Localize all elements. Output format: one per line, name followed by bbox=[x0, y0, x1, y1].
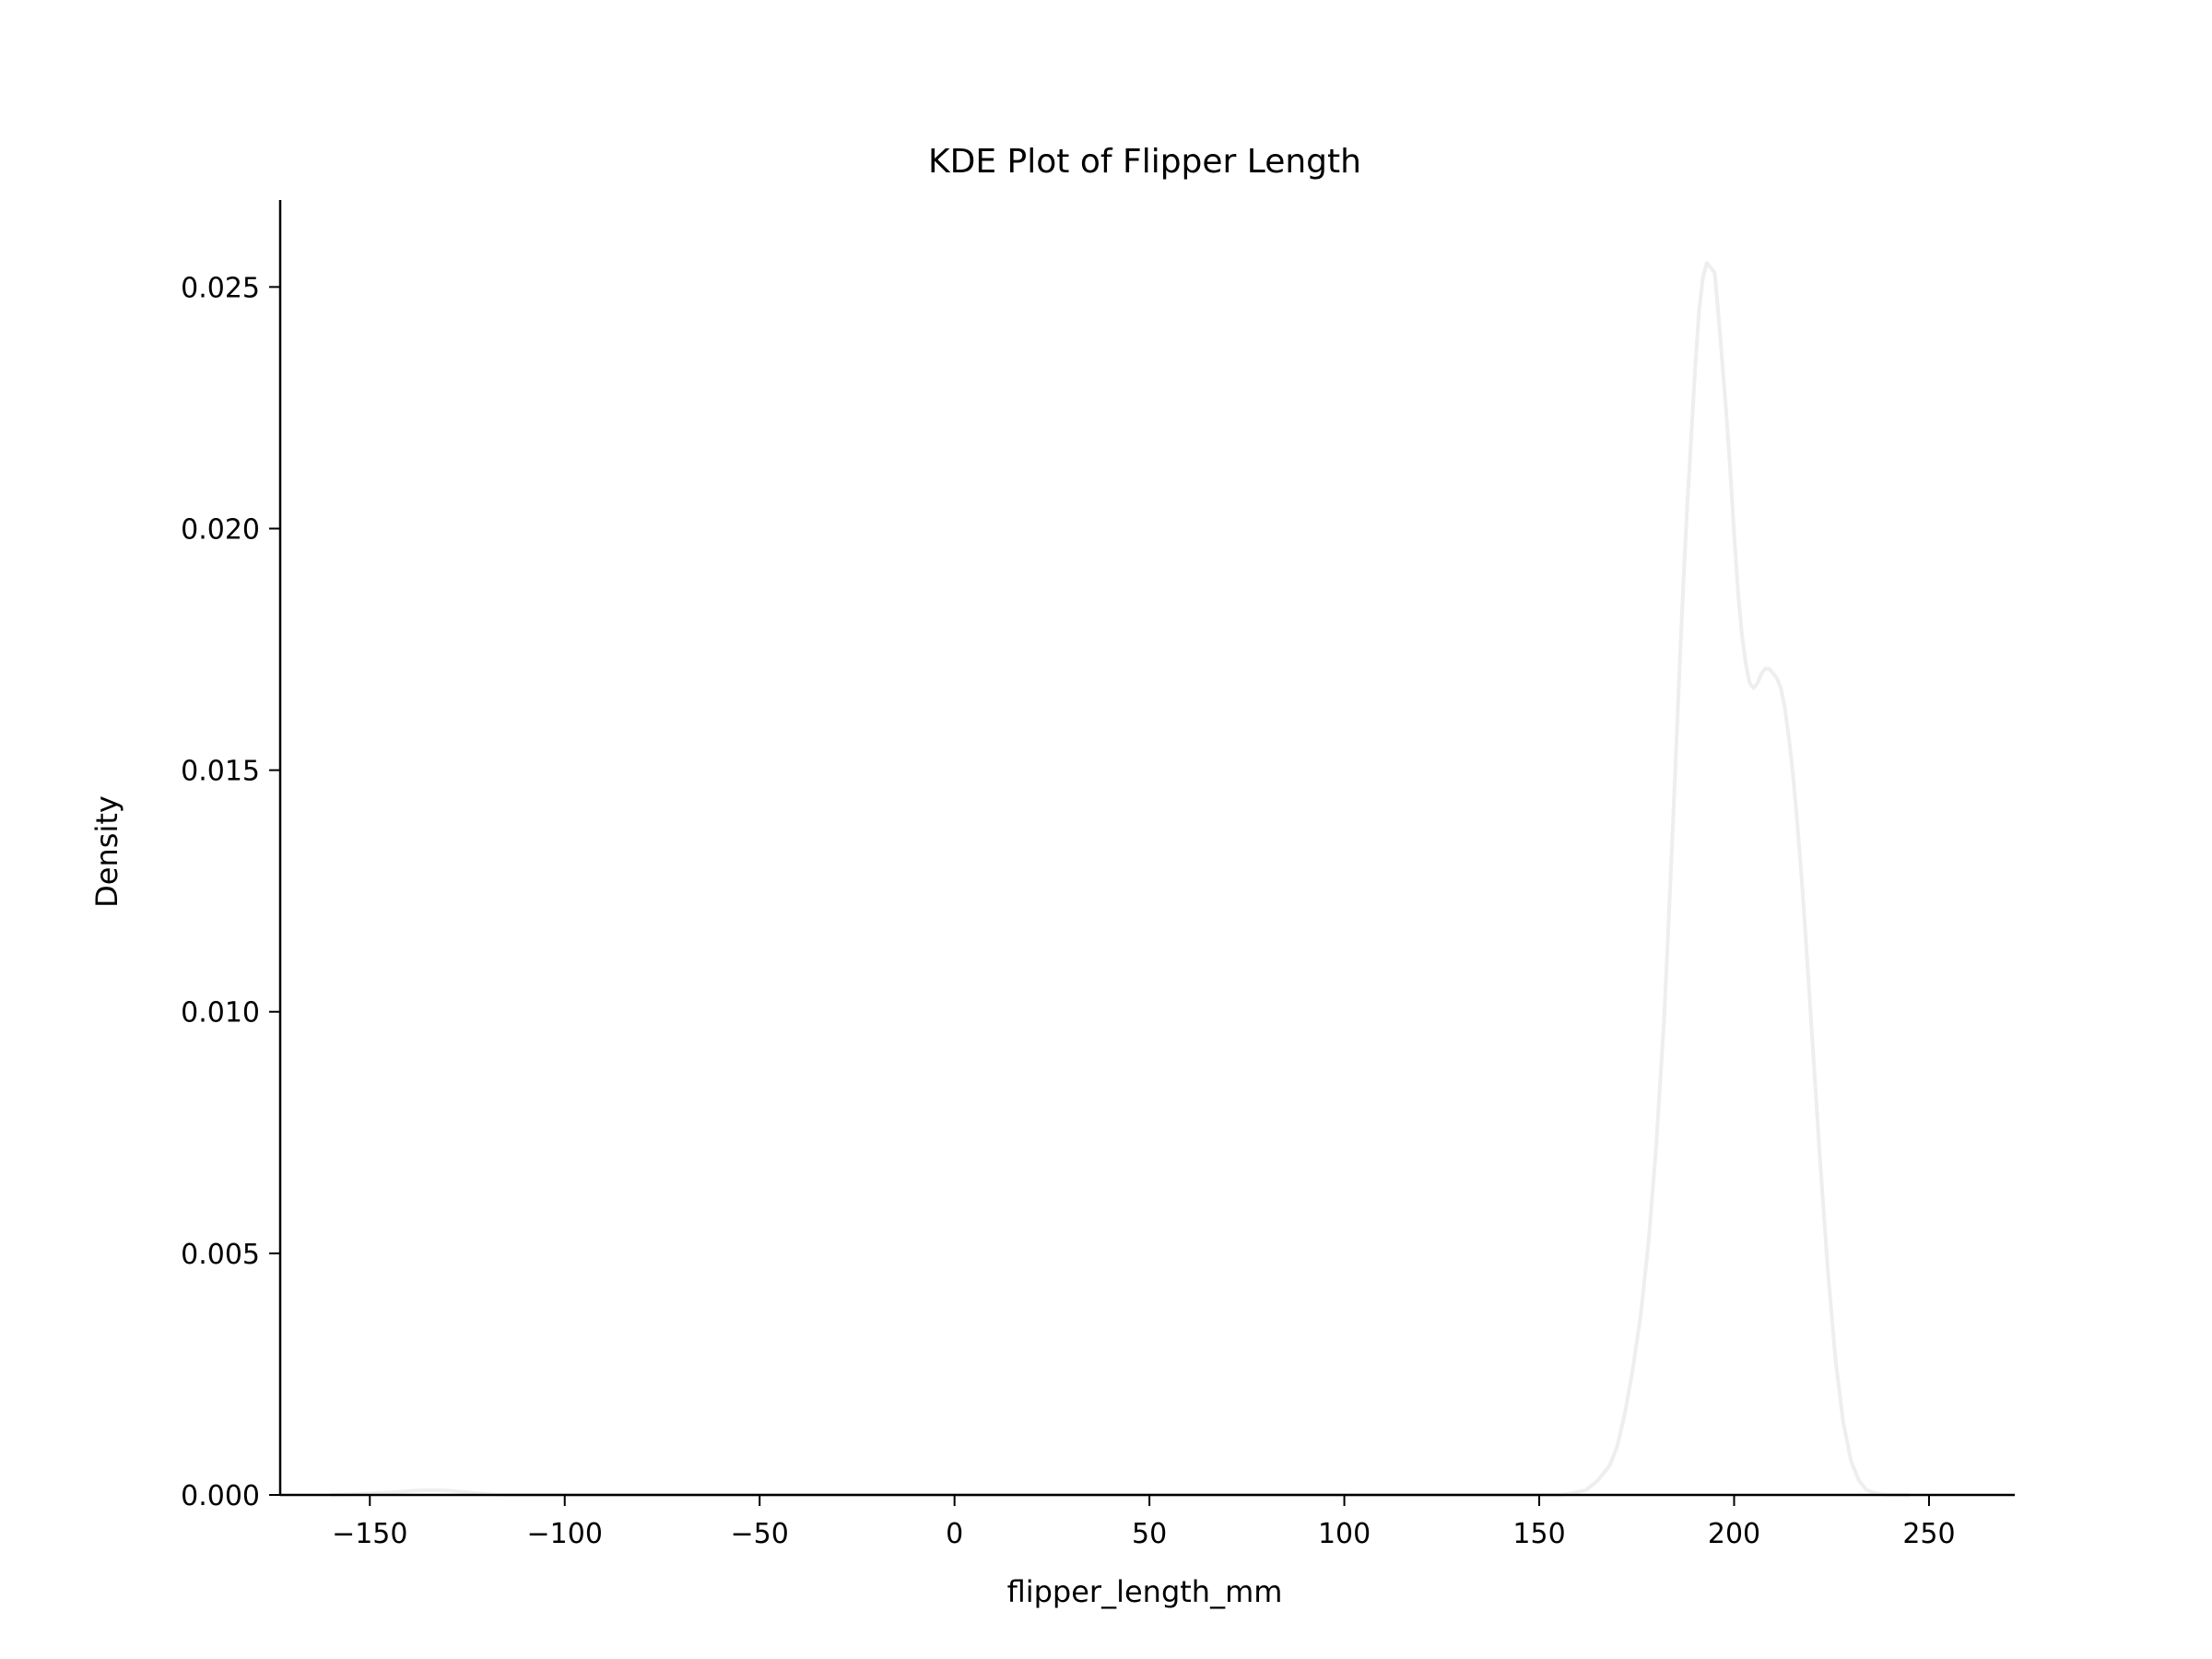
x-tick-label: 0 bbox=[946, 1518, 963, 1550]
x-axis-ticks: −150 −100 −50 0 50 100 150 200 250 bbox=[332, 1495, 1956, 1550]
y-tick-label: 0.015 bbox=[181, 756, 260, 788]
y-axis-label: Density bbox=[89, 795, 124, 908]
y-tick-label: 0.010 bbox=[181, 997, 260, 1030]
x-tick-label: 50 bbox=[1132, 1518, 1167, 1550]
y-axis-ticks: 0.000 0.005 0.010 0.015 0.020 0.025 bbox=[181, 272, 280, 1512]
x-tick-label: −50 bbox=[731, 1518, 789, 1550]
plot-area bbox=[330, 261, 1910, 1497]
y-tick-label: 0.000 bbox=[181, 1480, 260, 1512]
chart-title: KDE Plot of Flipper Length bbox=[928, 143, 1361, 181]
x-tick-label: 100 bbox=[1318, 1518, 1371, 1550]
x-tick-label: −150 bbox=[332, 1518, 407, 1550]
y-tick-label: 0.020 bbox=[181, 513, 260, 546]
y-tick-label: 0.025 bbox=[181, 272, 260, 304]
x-axis-label: flipper_length_mm bbox=[1007, 1574, 1283, 1609]
y-tick-label: 0.005 bbox=[181, 1239, 260, 1271]
x-tick-label: −100 bbox=[527, 1518, 603, 1550]
x-tick-label: 200 bbox=[1708, 1518, 1760, 1550]
x-tick-label: 150 bbox=[1512, 1518, 1565, 1550]
kde-line bbox=[330, 261, 1910, 1497]
x-tick-label: 250 bbox=[1902, 1518, 1955, 1550]
